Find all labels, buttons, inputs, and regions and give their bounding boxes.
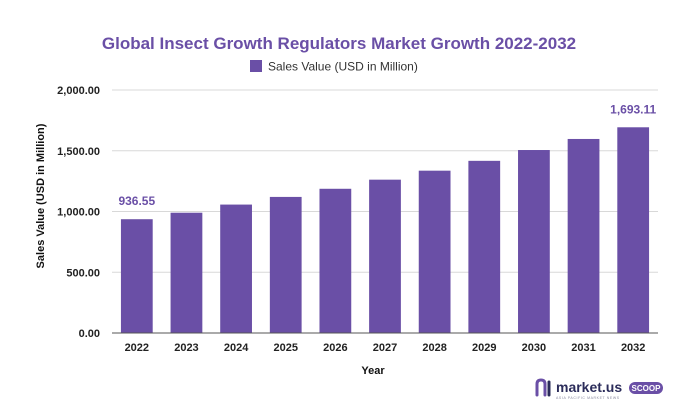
chart-title: Global Insect Growth Regulators Market G… [102,34,576,53]
bar [319,188,352,333]
bar [220,204,252,333]
bar [468,160,501,333]
y-axis-title: Sales Value (USD in Million) [35,123,47,268]
legend-label: Sales Value (USD in Million) [268,60,418,74]
bar [567,138,600,333]
x-tick-label: 2024 [224,342,249,354]
bar [269,196,302,333]
legend-swatch [250,60,262,72]
x-axis-title: Year [361,365,385,377]
brand-name: market.us [556,379,622,395]
x-tick-label: 2032 [621,342,645,354]
market-us-logo-icon [535,378,551,397]
y-tick-label: 500.00 [66,267,100,279]
y-axis-ticks: 0.00 500.00 1,000.00 1,500.00 2,000.00 [57,85,100,340]
x-tick-label: 2029 [472,342,496,354]
bars [120,127,650,333]
x-tick-label: 2025 [273,342,297,354]
x-tick-label: 2023 [174,342,198,354]
x-tick-label: 2028 [422,342,446,354]
x-tick-label: 2026 [323,342,347,354]
y-tick-label: 2,000.00 [57,85,100,97]
bar [418,170,451,333]
legend: Sales Value (USD in Million) [250,60,418,74]
bar [120,219,153,333]
brand-tagline: ASIA PACIFIC MARKET NEWS [556,396,620,400]
bar [369,179,401,333]
y-tick-label: 1,500.00 [57,146,100,158]
data-label: 1,693.11 [610,102,656,116]
scoop-badge-label: SCOOP [632,384,662,393]
data-label: 936.55 [118,194,155,208]
bar [170,212,203,333]
y-tick-label: 0.00 [79,328,100,340]
x-tick-label: 2022 [125,342,149,354]
scoop-badge [629,382,663,394]
x-tick-label: 2031 [571,342,595,354]
x-tick-label: 2027 [373,342,397,354]
brand-logo: market.us ASIA PACIFIC MARKET NEWS SCOOP [535,378,663,400]
y-tick-label: 1,000.00 [57,207,100,219]
bar [617,127,650,333]
data-labels: 936.55 1,693.11 [118,102,656,208]
x-tick-label: 2030 [522,342,546,354]
x-axis-ticks: 2022 2023 2024 2025 2026 2027 2028 2029 2030 2031… [125,342,646,354]
bar [518,150,550,333]
